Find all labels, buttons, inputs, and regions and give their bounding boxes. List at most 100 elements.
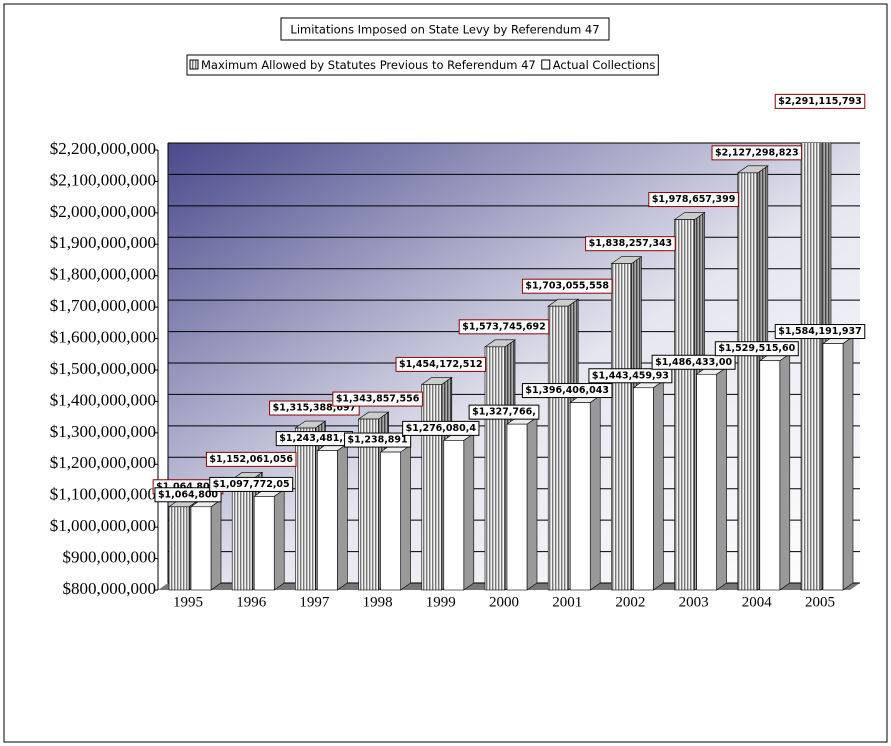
y-tick-label: $1,200,000,000 — [50, 453, 156, 472]
data-label-box — [344, 432, 412, 448]
data-label: $2,127,298,823 — [711, 145, 803, 161]
bar-front — [737, 172, 759, 591]
x-tick-label: 2002 — [615, 594, 645, 610]
y-tick-label: $1,900,000,000 — [50, 233, 156, 252]
data-label-text: $1,064,800 — [158, 489, 218, 500]
data-label-text: $1,529,515,60 — [718, 343, 795, 354]
data-label: $1,443,459,93 — [588, 368, 673, 384]
bar-front — [759, 360, 781, 591]
y-tick-label: $2,100,000,000 — [50, 170, 156, 189]
legend-label: Maximum Allowed by Statutes Previous to … — [201, 58, 536, 72]
legend-swatch — [541, 59, 551, 70]
x-tick-label: 2004 — [742, 594, 773, 610]
legend: Maximum Allowed by Statutes Previous to … — [186, 54, 659, 76]
data-label: $2,291,115,793 — [774, 93, 866, 109]
bar-side — [273, 488, 285, 591]
bar — [379, 444, 412, 591]
data-label-text: $2,291,115,793 — [778, 96, 862, 107]
bar-front — [506, 423, 528, 591]
x-tick-label: 2001 — [552, 594, 582, 610]
data-label: $1,343,857,556 — [332, 391, 423, 407]
data-label-box — [714, 341, 799, 357]
bar-front — [696, 373, 717, 591]
y-tick-label: $1,400,000,000 — [50, 390, 156, 409]
legend-box — [186, 54, 659, 76]
x-tick-label: 2005 — [805, 594, 835, 610]
data-label-box — [588, 368, 673, 384]
bar-side — [210, 499, 222, 591]
data-label-box — [651, 354, 736, 370]
data-label-text: $1,315,388,697 — [273, 403, 357, 414]
data-label-text: $1,703,055,558 — [525, 281, 609, 292]
bar-front — [421, 384, 443, 591]
bar — [632, 380, 665, 591]
x-tick-label: 2003 — [679, 594, 709, 610]
bar-side — [400, 444, 411, 591]
data-label-text: $1,343,857,556 — [336, 394, 420, 405]
bar-side — [526, 416, 538, 591]
bar-side — [716, 366, 727, 591]
data-label-text: $1,454,172,512 — [399, 359, 483, 370]
data-label-box — [711, 145, 803, 161]
bar — [758, 353, 791, 591]
data-label-text: $1,443,459,93 — [592, 370, 669, 381]
data-label-text: $1,238,891 — [348, 435, 408, 446]
data-label-text: $1,064,800, — [156, 481, 220, 492]
data-label-box — [648, 192, 739, 208]
chart-title: Limitations Imposed on State Levy by Ref… — [290, 23, 599, 37]
y-tick-label: $1,100,000,000 — [50, 485, 156, 504]
bar-front — [168, 506, 190, 591]
bar-front — [380, 451, 401, 591]
data-label: $1,486,433,00 — [651, 354, 736, 370]
bar-front — [484, 346, 506, 591]
bar-front — [231, 479, 253, 591]
data-label-text: $1,152,061,056 — [209, 454, 293, 465]
data-label-text: $1,486,433,00 — [655, 357, 732, 368]
bar — [316, 443, 349, 591]
bar-front — [800, 143, 822, 591]
bar-front — [358, 418, 379, 591]
x-tick-label: 1995 — [173, 594, 203, 610]
bar-front — [822, 343, 844, 591]
data-label: $1,573,745,692 — [458, 319, 550, 335]
data-label: $1,276,080,4 — [402, 420, 480, 436]
y-tick-label: $1,700,000,000 — [50, 296, 156, 315]
bar-side — [779, 353, 791, 591]
data-label: $1,978,657,399 — [648, 192, 739, 208]
data-label-text: $1,396,406,043 — [525, 385, 609, 396]
data-label: $1,327,766, — [468, 404, 540, 420]
data-label-box — [521, 278, 613, 294]
data-label: $1,064,800 — [154, 487, 222, 503]
data-label-text: $1,097,772,05 — [213, 479, 290, 490]
data-label-text: $1,584,191,937 — [778, 326, 862, 337]
legend-label: Actual Collections — [553, 58, 656, 72]
y-tick-label: $2,000,000,000 — [50, 202, 156, 221]
data-label-box — [395, 356, 487, 372]
data-label-text: $1,327,766, — [472, 407, 536, 418]
y-tick-label: $1,000,000,000 — [50, 516, 156, 535]
legend-swatch — [189, 59, 199, 70]
bar — [190, 499, 222, 591]
y-tick-label: $1,600,000,000 — [50, 327, 156, 346]
y-tick-label: $1,500,000,000 — [50, 359, 156, 378]
data-label: $1,152,061,056 — [205, 451, 297, 467]
data-label: $1,097,772,05 — [209, 476, 294, 492]
data-label: $1,584,191,937 — [774, 324, 866, 340]
bar-front — [443, 440, 465, 591]
y-tick-label: $900,000,000 — [63, 547, 157, 566]
y-tick-label: $2,200,000,000 — [50, 139, 156, 158]
x-tick-label: 1999 — [426, 594, 456, 610]
data-label-text: $2,127,298,823 — [715, 147, 799, 158]
data-label-box — [521, 383, 613, 399]
bar-front — [611, 263, 632, 591]
data-label: $1,529,515,60 — [714, 341, 799, 357]
data-label: $1,703,055,558 — [521, 278, 613, 294]
bar-front — [569, 402, 591, 591]
data-label-box — [205, 451, 297, 467]
bar — [822, 335, 854, 591]
data-label-text: $1,838,257,343 — [589, 238, 673, 249]
bar — [695, 366, 728, 591]
bar — [569, 394, 602, 591]
bar-front — [190, 506, 212, 591]
